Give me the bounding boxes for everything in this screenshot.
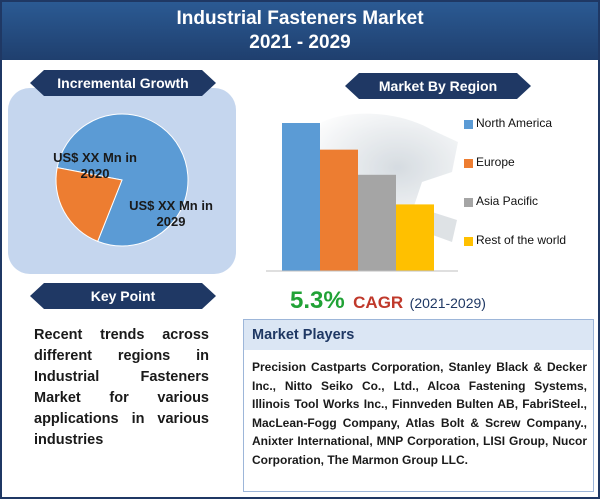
bar-europe xyxy=(320,149,358,271)
market-players-heading: Market Players xyxy=(244,320,593,350)
legend-swatch xyxy=(464,120,473,129)
pie-slice-2029 xyxy=(56,113,189,247)
legend-item: Rest of the world xyxy=(464,233,594,272)
market-by-region-bar-chart xyxy=(266,113,458,272)
pie-label-2029: US$ XX Mn in 2029 xyxy=(129,198,213,229)
legend-swatch xyxy=(464,198,473,207)
legend-label: Asia Pacific xyxy=(476,194,539,208)
key-point-heading: Key Point xyxy=(30,283,216,309)
market-players-box: Market Players Precision Castparts Corpo… xyxy=(243,319,594,492)
page-subtitle-years: 2021 - 2029 xyxy=(249,32,351,53)
bar-rest-of-the-world xyxy=(396,204,434,271)
key-point-text: Recent trends across different regions i… xyxy=(34,327,209,448)
pie-label-2020: US$ XX Mn in 2020 xyxy=(53,150,137,181)
cagr-display: 5.3% CAGR (2021-2029) xyxy=(290,287,580,315)
incremental-growth-pie-chart xyxy=(55,113,189,247)
cagr-label: CAGR xyxy=(353,293,404,312)
market-by-region-legend: North America Europe Asia Pacific Rest of t… xyxy=(464,116,594,272)
legend-label: Europe xyxy=(476,155,515,169)
bar-north-america xyxy=(282,123,320,271)
bar-asia-pacific xyxy=(358,174,396,271)
cagr-period: (2021-2029) xyxy=(409,295,486,311)
legend-item: Europe xyxy=(464,155,594,194)
page-title: Industrial Fasteners Market xyxy=(176,8,424,29)
title-bar: Industrial Fasteners Market 2021 - 2029 xyxy=(2,2,598,60)
legend-swatch xyxy=(464,159,473,168)
incremental-growth-heading: Incremental Growth xyxy=(30,70,216,96)
market-by-region-heading: Market By Region xyxy=(345,73,531,99)
legend-item: North America xyxy=(464,116,594,155)
legend-swatch xyxy=(464,237,473,246)
market-players-list: Precision Castparts Corporation, Stanley… xyxy=(252,360,587,467)
legend-label: Rest of the world xyxy=(476,233,567,247)
legend-label: North America xyxy=(476,116,553,130)
pie-slice-2020 xyxy=(55,167,123,243)
cagr-value: 5.3% xyxy=(290,287,345,314)
legend-item: Asia Pacific xyxy=(464,194,594,233)
